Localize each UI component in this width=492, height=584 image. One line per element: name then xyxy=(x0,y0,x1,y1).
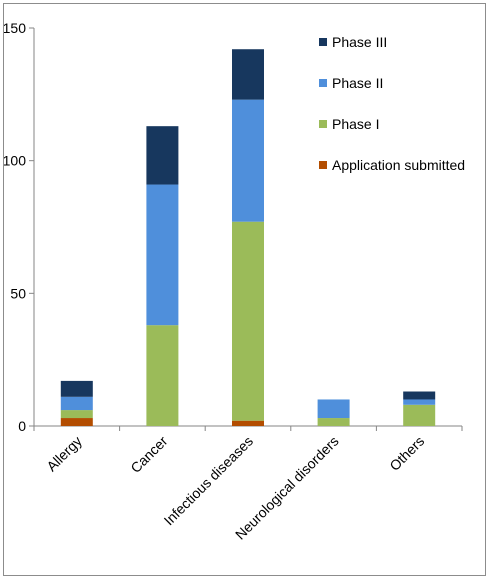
bar-infectious-diseases-phase-iii xyxy=(232,49,264,100)
y-tick-labels: 0 50 100 150 xyxy=(3,20,27,434)
bars xyxy=(60,49,436,426)
legend-swatch-phase-iii xyxy=(319,38,327,46)
bar-neurological-disorders-phase-i xyxy=(317,418,350,426)
bar-others-phase-i xyxy=(403,404,436,426)
legend-swatch-phase-ii xyxy=(319,79,327,87)
bar-allergy-phase-ii xyxy=(60,396,93,411)
y-tick-label: 100 xyxy=(4,153,26,169)
bar-cancer-phase-iii xyxy=(146,126,179,185)
y-tick-label: 150 xyxy=(4,20,26,36)
x-tick-label-allergy: Allergy xyxy=(43,433,85,475)
legend: Phase III Phase II Phase I Application subm… xyxy=(319,34,465,173)
bar-infectious-diseases-application-submitted xyxy=(232,420,264,426)
legend-swatch-phase-i xyxy=(319,120,327,128)
x-tick-label-others: Others xyxy=(386,433,427,474)
bar-cancer-phase-ii xyxy=(146,184,179,326)
bar-others-phase-ii xyxy=(403,399,436,405)
legend-label-application-submitted: Application submitted xyxy=(332,157,465,173)
bar-infectious-diseases-phase-i xyxy=(232,221,264,421)
x-tick-label-cancer: Cancer xyxy=(127,433,170,476)
bar-others-phase-iii xyxy=(403,391,436,400)
bar-allergy-phase-iii xyxy=(60,380,93,397)
legend-label-phase-iii: Phase III xyxy=(332,34,387,50)
bar-neurological-disorders-phase-ii xyxy=(317,399,350,419)
x-tick-label-infectious-diseases: Infectious diseases xyxy=(161,433,257,529)
bar-infectious-diseases-phase-ii xyxy=(232,99,264,222)
y-tick-label: 50 xyxy=(10,285,26,301)
bar-allergy-phase-i xyxy=(60,410,93,419)
y-tick-label: 0 xyxy=(18,418,26,434)
bar-cancer-phase-i xyxy=(146,325,179,426)
chart-frame: Allergy Cancer Infectious diseases Neurolog… xyxy=(3,3,486,576)
bar-allergy-application-submitted xyxy=(60,418,93,426)
legend-label-phase-i: Phase I xyxy=(332,116,379,132)
legend-swatch-application-submitted xyxy=(319,161,327,169)
legend-label-phase-ii: Phase II xyxy=(332,75,383,91)
